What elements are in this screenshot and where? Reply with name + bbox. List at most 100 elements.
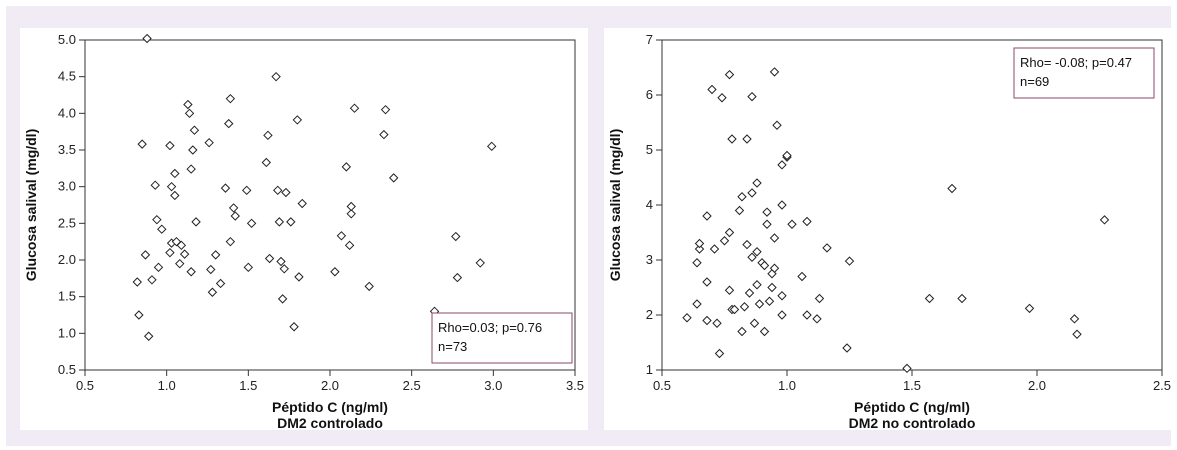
y-tick-label: 5 (646, 142, 653, 157)
scatter-panel-controlled: 0.5 1.0 1.5 2.0 2.5 3.0 3.5 0.5 1.0 1.5 2.0 2.5 3.0 3… (20, 28, 588, 430)
data-point (957, 293, 967, 304)
data-point (842, 343, 852, 353)
x-axis-title: Péptido C (ng/ml) (854, 399, 970, 415)
data-point (769, 263, 780, 273)
data-point (692, 299, 702, 309)
stat-line-1: Rho= -0.08; p=0.47 (1020, 55, 1132, 70)
y-tick-label: 2 (646, 307, 653, 322)
x-tick-label: 2.5 (403, 378, 421, 393)
data-point (349, 103, 360, 113)
data-point (737, 326, 747, 337)
data-point (777, 310, 787, 320)
data-point (777, 291, 787, 301)
data-point (814, 293, 825, 304)
y-tick-label: 3.5 (58, 142, 76, 157)
data-point (787, 219, 797, 229)
scatter-panel-uncontrolled: 0.5 1.0 1.5 2.0 2.5 1 2 3 4 5 6 7 Péptido C (ng/ml)… (604, 28, 1172, 430)
data-point (263, 130, 273, 141)
x-tick-label: 1.0 (158, 378, 176, 393)
data-point (276, 256, 286, 267)
y-tick-label: 6 (646, 87, 653, 102)
y-tick-label: 3.0 (58, 179, 76, 194)
y-tick-label: 4.0 (58, 105, 76, 120)
data-point (802, 310, 812, 320)
data-point (184, 108, 195, 119)
data-point (186, 267, 196, 277)
y-axis-title: Glucosa salival (mg/dl) (607, 129, 623, 282)
data-point (844, 256, 855, 266)
data-point (186, 164, 196, 174)
data-point (246, 218, 257, 229)
x-tick-label: 1.5 (903, 378, 921, 393)
data-point (724, 69, 735, 80)
data-point (764, 296, 775, 306)
chart-subtitle: DM2 controlado (277, 415, 383, 430)
data-point (189, 125, 200, 135)
data-point (273, 185, 283, 196)
data-point (166, 181, 177, 192)
data-point (157, 224, 167, 234)
data-point (702, 277, 712, 287)
y-tick-label: 7 (646, 32, 653, 47)
figure-frame: 0.5 1.0 1.5 2.0 2.5 3.0 3.5 0.5 1.0 1.5 2.0 2.5 3.0 3… (6, 6, 1172, 446)
x-tick-label: 1.0 (778, 378, 796, 393)
data-point (802, 216, 812, 227)
data-point (230, 211, 240, 221)
data-point (707, 84, 717, 95)
marks: 0.5 1.0 1.5 2.0 2.5 3.0 3.5 0.5 1.0 1.5 2.0 2.5 3.0 3… (58, 32, 584, 393)
data-point (179, 249, 190, 259)
data-point (341, 162, 352, 172)
scatter-chart-controlled: 0.5 1.0 1.5 2.0 2.5 3.0 3.5 0.5 1.0 1.5 2.0 2.5 3.0 3… (23, 32, 584, 430)
data-point (224, 118, 234, 129)
data-point (714, 348, 725, 359)
data-point (206, 264, 216, 275)
data-point (759, 326, 770, 337)
data-point (188, 145, 198, 155)
data-point (277, 294, 288, 304)
data-point (752, 247, 762, 257)
data-point (153, 262, 164, 273)
data-point (292, 115, 303, 125)
data-point (294, 272, 304, 282)
data-point (286, 217, 296, 227)
data-point (228, 203, 239, 213)
data-point (724, 285, 735, 295)
data-point (330, 267, 340, 277)
data-point (261, 157, 272, 168)
y-tick-label: 1.0 (58, 325, 76, 340)
data-point (777, 200, 787, 210)
data-point (364, 281, 374, 292)
data-point (388, 173, 399, 183)
data-point (734, 205, 745, 216)
y-tick-label: 2.5 (58, 215, 76, 230)
data-point (772, 120, 782, 130)
data-point (752, 280, 762, 290)
data-point (947, 183, 957, 194)
data-point (215, 278, 226, 289)
y-tick-label: 3 (646, 252, 653, 267)
data-point (749, 318, 760, 328)
data-point (744, 288, 755, 298)
x-tick-label: 2.0 (321, 378, 339, 393)
stats-box (1013, 47, 1155, 99)
data-point (152, 214, 162, 225)
x-tick-label: 3.5 (566, 378, 584, 393)
data-point (902, 363, 912, 374)
x-tick-label: 0.5 (76, 378, 94, 393)
data-point (379, 129, 389, 140)
data-point (170, 168, 180, 179)
data-point (719, 236, 730, 246)
data-point (702, 211, 712, 221)
data-point (769, 67, 780, 77)
x-tick-label: 0.5 (653, 378, 671, 393)
stats-box (431, 312, 573, 364)
data-point (702, 315, 712, 326)
data-point (281, 187, 291, 198)
data-point (346, 201, 356, 212)
data-point (132, 277, 142, 287)
data-point (1069, 314, 1080, 324)
data-point (812, 314, 822, 324)
data-point (767, 282, 777, 293)
data-point (274, 217, 285, 227)
data-point (210, 250, 221, 260)
